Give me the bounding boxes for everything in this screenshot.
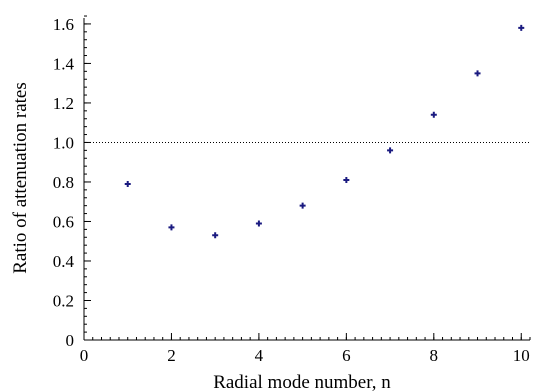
data-point xyxy=(124,180,131,187)
x-tick-labels: 0 2 4 6 8 10 xyxy=(80,346,530,365)
minor-ticks xyxy=(83,15,531,341)
y-tick-label: 1.2 xyxy=(53,94,74,113)
data-point xyxy=(518,24,525,31)
y-tick-label: 0.6 xyxy=(53,212,74,231)
data-point xyxy=(212,232,219,239)
y-tick-label: 1.6 xyxy=(53,15,74,34)
y-tick-labels: 0 0.2 0.4 0.6 0.8 1.0 1.2 1.4 1.6 xyxy=(53,15,75,350)
x-tick-label: 8 xyxy=(430,346,439,365)
major-ticks xyxy=(83,23,522,341)
data-point xyxy=(343,176,350,183)
y-tick-label: 0.2 xyxy=(53,291,74,310)
data-point xyxy=(474,70,481,77)
y-tick-label: 1.4 xyxy=(53,54,75,73)
y-axis-title: Ratio of attenuation rates xyxy=(10,82,31,274)
data-point xyxy=(168,224,175,231)
x-tick-label: 2 xyxy=(167,346,176,365)
x-axis-title: Radial mode number, n xyxy=(213,372,391,392)
x-tick-label: 0 xyxy=(80,346,89,365)
x-tick-label: 4 xyxy=(255,346,264,365)
data-points xyxy=(124,24,525,239)
y-tick-label: 1.0 xyxy=(53,133,74,152)
data-point xyxy=(387,147,394,154)
y-tick-label: 0.4 xyxy=(53,252,75,271)
data-point xyxy=(255,220,262,227)
data-point xyxy=(299,202,306,209)
y-tick-label: 0 xyxy=(66,331,75,350)
y-tick-label: 0.8 xyxy=(53,173,74,192)
x-tick-label: 6 xyxy=(342,346,351,365)
data-point xyxy=(430,111,437,118)
x-tick-label: 10 xyxy=(513,346,530,365)
